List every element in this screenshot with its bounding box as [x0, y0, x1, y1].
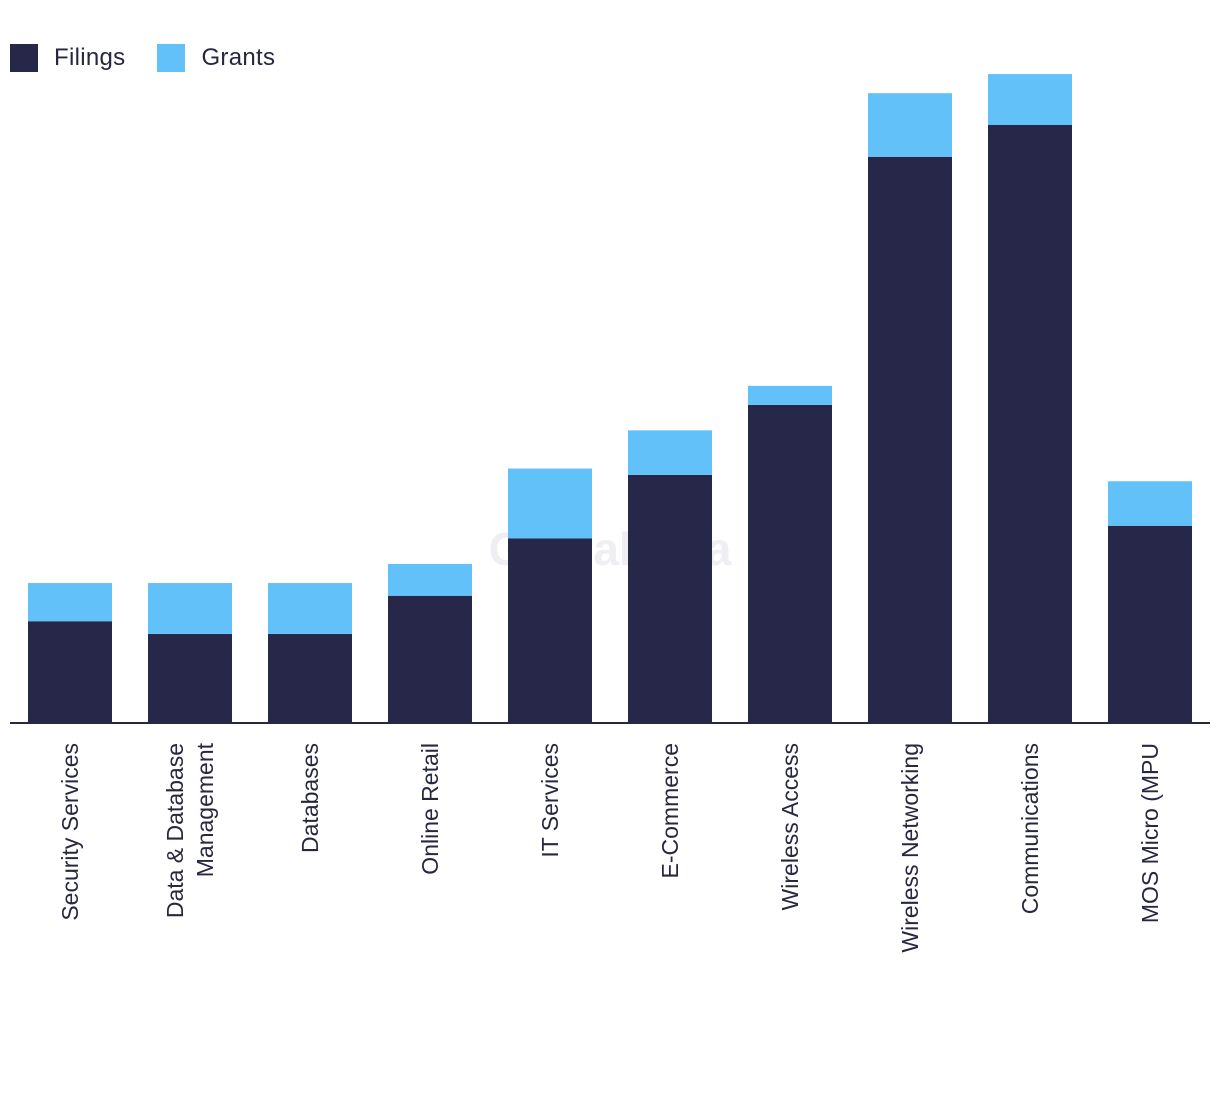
x-tick-label-line: Data & Database: [162, 743, 188, 918]
bar-filings-5: [628, 474, 712, 723]
bar-grants-5: [628, 430, 712, 475]
x-tick-label-9: MOS Micro (MPU: [1137, 743, 1163, 923]
x-tick-label-6: Wireless Access: [777, 743, 803, 910]
x-tick-label-4: IT Services: [537, 743, 563, 858]
bar-grants-4: [508, 468, 592, 539]
x-tick-label-line: Management: [192, 742, 218, 877]
bar-filings-3: [388, 595, 472, 723]
bar-grants-1: [148, 583, 232, 634]
bar-filings-8: [988, 124, 1072, 723]
bar-grants-0: [28, 583, 112, 622]
bar-grants-6: [748, 385, 832, 405]
bar-grants-3: [388, 563, 472, 596]
bar-filings-2: [268, 633, 352, 723]
x-tick-labels: Security Services Data & Database Manageme…: [57, 742, 1163, 952]
legend-label-filings: Filings: [54, 44, 126, 71]
bar-grants-2: [268, 583, 352, 634]
legend: Filings Grants: [10, 44, 307, 72]
bar-filings-9: [1108, 525, 1192, 723]
x-tick-label-line: Communications: [1017, 743, 1043, 914]
bars-group: [28, 74, 1192, 724]
x-tick-label-7: Wireless Networking: [897, 743, 923, 953]
legend-swatch-grants: [157, 44, 186, 72]
bar-grants-8: [988, 74, 1072, 125]
bar-grants-7: [868, 93, 952, 157]
x-tick-label-line: Online Retail: [417, 743, 443, 875]
x-tick-label-line: Security Services: [57, 743, 83, 921]
x-tick-label-line: Databases: [297, 743, 323, 853]
x-tick-label-5: E-Commerce: [657, 743, 683, 878]
legend-swatch-filings: [10, 44, 38, 72]
bar-filings-6: [748, 404, 832, 723]
x-tick-label-2: Databases: [297, 743, 323, 853]
x-tick-label-0: Security Services: [57, 743, 83, 921]
bar-filings-1: [148, 633, 232, 723]
bar-filings-4: [508, 538, 592, 723]
x-tick-label-line: Wireless Networking: [897, 743, 923, 953]
legend-item-filings: Filings: [10, 44, 125, 72]
x-tick-label-3: Online Retail: [417, 743, 443, 875]
x-tick-label-1: Data & Database Management: [162, 742, 218, 918]
x-tick-label-line: MOS Micro (MPU: [1137, 743, 1163, 923]
x-tick-label-8: Communications: [1017, 743, 1043, 914]
x-tick-label-line: Wireless Access: [777, 743, 803, 910]
bar-grants-9: [1108, 481, 1192, 526]
bar-filings-7: [868, 156, 952, 724]
x-tick-label-line: IT Services: [537, 743, 563, 858]
bar-filings-0: [28, 621, 112, 723]
x-tick-label-line: E-Commerce: [657, 743, 683, 878]
legend-label-grants: Grants: [201, 44, 276, 71]
legend-item-grants: Grants: [157, 44, 275, 72]
